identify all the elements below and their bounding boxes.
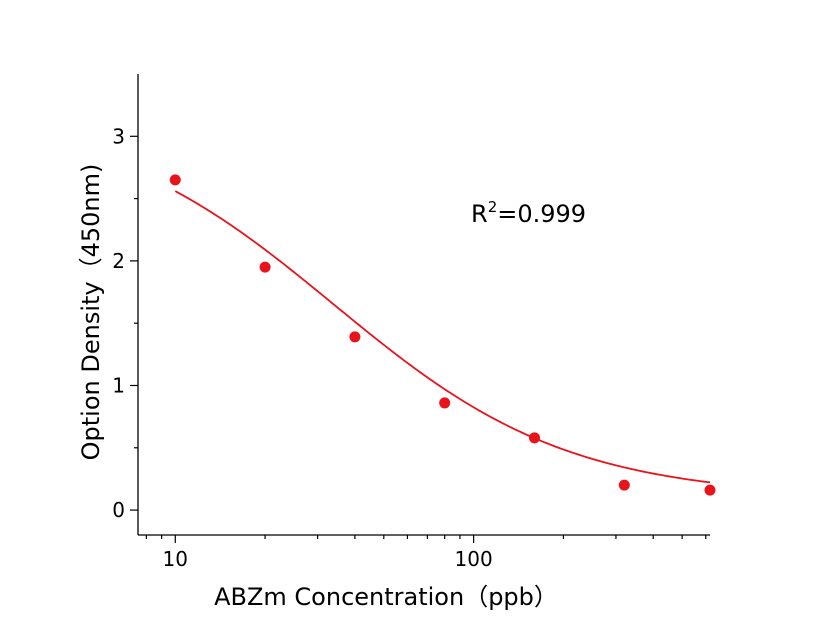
y-ticks: 0 1 2 3 <box>112 124 138 522</box>
fit-curve-line <box>174 190 711 484</box>
r-squared-superscript: 2 <box>488 198 498 216</box>
y-axis-title: Option Density（450nm) <box>77 164 105 461</box>
data-point <box>529 432 540 444</box>
r-squared-base: R <box>471 200 488 228</box>
x-tick-label: 100 <box>455 547 493 571</box>
data-point <box>349 331 361 343</box>
axes <box>137 74 710 536</box>
data-point <box>169 174 181 186</box>
x-tick-label: 10 <box>163 547 188 571</box>
x-axis-title: ABZm Concentration（ppb） <box>214 583 558 611</box>
y-tick-label: 0 <box>112 498 125 522</box>
data-point <box>618 479 630 491</box>
data-point <box>259 261 271 273</box>
y-tick-label: 3 <box>112 124 125 148</box>
x-ticks: 10 100 <box>145 535 707 571</box>
data-points <box>169 174 716 496</box>
r-squared-value: =0.999 <box>497 200 586 228</box>
y-tick-label: 2 <box>112 249 125 273</box>
r-squared-annotation: R2=0.999 <box>471 198 586 228</box>
data-point <box>439 397 451 409</box>
data-point <box>704 484 716 496</box>
y-tick-label: 1 <box>112 373 125 397</box>
